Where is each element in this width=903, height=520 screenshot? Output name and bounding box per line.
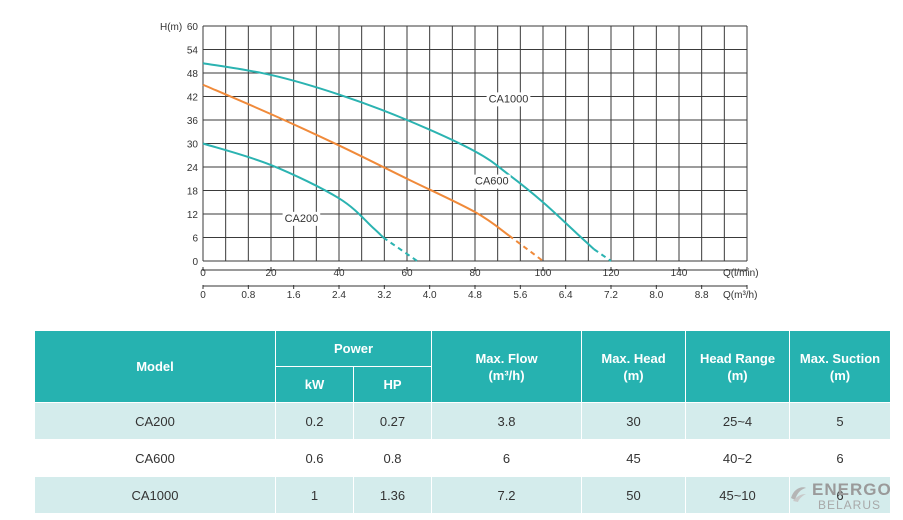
pump-spec-table: Model Power Max. Flow (m³/h) Max. Head (… [34, 330, 892, 514]
x2-tick-label: 2.4 [332, 290, 346, 301]
y-tick-label: 6 [192, 234, 198, 245]
x2-tick-label: 8.8 [695, 290, 709, 301]
cell-hp: 0.8 [352, 439, 433, 477]
header-max-suction: Max. Suction (m) [789, 330, 892, 403]
header-max-suction-unit: (m) [829, 367, 851, 383]
x2-tick-label: 4.0 [423, 290, 437, 301]
header-head-range-title: Head Range [699, 350, 776, 366]
header-kw: kW [275, 366, 354, 403]
cell-suction: 6 [789, 439, 892, 477]
y-tick-label: 48 [187, 69, 199, 80]
x-tick-label: 40 [333, 268, 345, 279]
x-tick-label: 60 [401, 268, 413, 279]
cell-model: CA200 [34, 402, 276, 440]
x-tick-label: 0 [200, 268, 206, 279]
header-max-head: Max. Head (m) [581, 330, 687, 403]
cell-model: CA600 [34, 439, 276, 477]
cell-head: 45 [581, 439, 687, 477]
y-tick-label: 24 [187, 163, 199, 174]
pump-performance-chart: 0 6 12 18 24 30 36 42 48 54 60 H(m) 0 20 40 60 80 100 120 1… [160, 22, 759, 301]
cell-head: 50 [581, 476, 687, 514]
chart-axes: 0 6 12 18 24 30 36 42 48 54 60 H(m) 0 20 40 60 80 100 120 1… [160, 22, 759, 301]
series-line-ca200 [202, 142, 384, 239]
cell-head: 30 [581, 402, 687, 440]
y-tick-label: 54 [187, 46, 199, 57]
header-max-flow-title: Max. Flow [475, 350, 538, 366]
curve-label-bg [486, 92, 531, 107]
curve-label-bg [473, 174, 511, 189]
cell-kw: 1 [275, 476, 354, 514]
x2-tick-label: 5.6 [513, 290, 527, 301]
y-tick-label: 30 [187, 140, 199, 151]
cell-kw: 0.2 [275, 402, 354, 440]
curve-label: CA1000 [489, 93, 529, 105]
chart-grid [202, 25, 748, 262]
y-tick-label: 36 [187, 116, 199, 127]
energo-logo-icon [791, 487, 806, 502]
x2-tick-label: 4.8 [468, 290, 482, 301]
series-line-ca1000 [202, 62, 595, 250]
x2-axis-label: Q(m³/h) [723, 290, 757, 301]
x-axis-label: Q(l/min) [723, 268, 759, 279]
cell-flow: 6 [431, 439, 583, 477]
cell-range: 45~10 [685, 476, 791, 514]
x-tick-label: 80 [469, 268, 481, 279]
y-tick-label: 0 [192, 257, 198, 268]
curve-label: CA200 [285, 213, 319, 225]
cell-suction: 6 [789, 476, 892, 514]
curve-label: CA600 [475, 176, 509, 188]
header-head-range-unit: (m) [727, 367, 748, 383]
header-head-range: Head Range (m) [685, 330, 791, 403]
series-dashed-ca200 [382, 236, 418, 262]
header-hp: HP [352, 366, 433, 403]
x-tick-label: 20 [265, 268, 277, 279]
y-tick-label: 18 [187, 187, 199, 198]
cell-kw: 0.6 [275, 439, 354, 477]
cell-hp: 1.36 [352, 476, 433, 514]
cell-flow: 7.2 [431, 476, 583, 514]
table-row: CA200 0.2 0.27 3.8 30 25~4 5 [34, 402, 892, 440]
header-max-suction-title: Max. Suction [799, 350, 881, 366]
table-row: CA600 0.6 0.8 6 45 40~2 6 [34, 439, 892, 477]
table-row: CA1000 1 1.36 7.2 50 45~10 6 [34, 476, 892, 514]
chart-labels: CA1000 CA600 CA200 [282, 92, 531, 226]
y-tick-label: 42 [187, 93, 199, 104]
cell-range: 40~2 [685, 439, 791, 477]
cell-flow: 3.8 [431, 402, 583, 440]
series-dashed-ca600 [508, 234, 544, 262]
series-line-ca600 [202, 83, 510, 237]
chart-series [202, 62, 612, 262]
x2-tick-label: 0.8 [241, 290, 255, 301]
cell-hp: 0.27 [352, 402, 433, 440]
curve-label-bg [282, 211, 321, 226]
x-tick-label: 140 [671, 268, 688, 279]
header-max-head-unit: (m) [623, 367, 644, 383]
y-tick-label: 12 [187, 210, 199, 221]
header-max-flow-unit: (m³/h) [488, 367, 525, 383]
header-max-flow: Max. Flow (m³/h) [431, 330, 583, 403]
x2-tick-label: 8.0 [649, 290, 663, 301]
watermark-line2: BELARUS [818, 498, 882, 512]
x2-tick-label: 7.2 [604, 290, 618, 301]
header-max-head-title: Max. Head [601, 350, 666, 366]
header-power: Power [274, 330, 433, 367]
x-tick-label: 120 [603, 268, 620, 279]
y-tick-label: 60 [187, 22, 199, 33]
header-model: Model [34, 330, 276, 403]
series-dashed-ca1000 [593, 248, 612, 262]
x-tick-label: 100 [535, 268, 552, 279]
x2-tick-label: 1.6 [287, 290, 301, 301]
watermark-line1: ENERGO [812, 480, 892, 499]
x2-tick-label: 3.2 [377, 290, 391, 301]
cell-model: CA1000 [34, 476, 276, 514]
energo-belarus-watermark: ENERGO BELARUS [788, 480, 898, 516]
x2-tick-label: 6.4 [559, 290, 573, 301]
cell-range: 25~4 [685, 402, 791, 440]
y-axis-label: H(m) [160, 22, 182, 33]
x2-tick-label: 0 [200, 290, 206, 301]
cell-suction: 5 [789, 402, 892, 440]
